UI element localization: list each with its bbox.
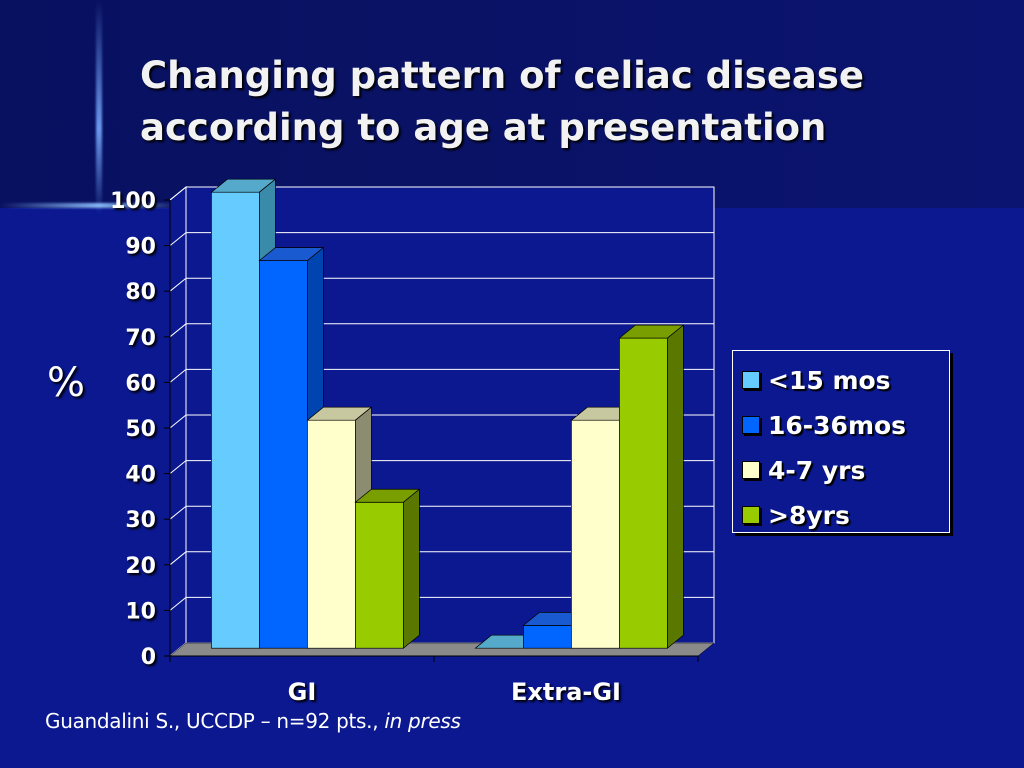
gridline [169, 186, 714, 201]
y-tick-label: 80 [125, 280, 156, 305]
y-tick-label: 70 [125, 326, 156, 351]
decorative-vertical-line [96, 0, 102, 215]
gridline [169, 368, 714, 383]
gridline [169, 505, 714, 520]
bar-side [403, 488, 420, 649]
title-line-1: Changing pattern of celiac disease [140, 54, 865, 97]
legend-swatch [742, 416, 760, 434]
y-tick-label: 10 [125, 599, 156, 624]
bar [619, 337, 668, 649]
legend-label: <15 mos [768, 365, 891, 395]
y-tick-label: 100 [110, 189, 156, 214]
citation-text: Guandalini S., UCCDP – n=92 pts., [45, 709, 379, 733]
bar [523, 625, 572, 649]
header-background [0, 0, 1024, 208]
bar [211, 191, 260, 649]
legend-item: <15 mos [742, 365, 891, 395]
gridline [169, 323, 714, 338]
legend-label: 4-7 yrs [768, 455, 866, 485]
legend-swatch [742, 461, 760, 479]
y-tick-label: 30 [125, 508, 156, 533]
y-tick-label: 40 [125, 463, 156, 488]
y-tick-label: 0 [141, 645, 156, 670]
y-tick-label: 60 [125, 371, 156, 396]
legend-item: 4-7 yrs [742, 455, 865, 485]
y-tick-label: 90 [125, 235, 156, 260]
gridline [169, 232, 714, 246]
gridline [169, 596, 714, 611]
bar [355, 501, 404, 649]
gridline [169, 551, 714, 566]
gridline [169, 277, 714, 292]
y-tick-label: 20 [125, 554, 156, 579]
legend-item: 16-36mos [742, 410, 906, 440]
bar [259, 260, 308, 649]
gridline [169, 414, 714, 429]
bar [307, 419, 356, 649]
decorative-horizontal-line [0, 203, 180, 208]
y-tick-label: 50 [125, 417, 156, 442]
title-line-2: according to age at presentation [140, 106, 827, 149]
slide-title: Changing pattern of celiac disease accor… [140, 50, 1000, 154]
x-category-label: GI [288, 678, 317, 706]
legend-swatch [742, 371, 760, 389]
legend-item: >8yrs [742, 500, 850, 530]
bar-side [667, 324, 684, 649]
gridline [169, 460, 714, 474]
y-axis-label: % [47, 360, 85, 406]
citation: Guandalini S., UCCDP – n=92 pts., in pre… [45, 709, 461, 733]
legend-label: 16-36mos [768, 410, 907, 440]
legend-label: >8yrs [768, 500, 850, 530]
legend-swatch [742, 506, 760, 524]
bar [571, 419, 620, 649]
x-category-label: Extra-GI [511, 678, 621, 706]
chart-legend: <15 mos 16-36mos 4-7 yrs >8yrs [732, 350, 950, 533]
citation-italic: in press [384, 709, 461, 733]
